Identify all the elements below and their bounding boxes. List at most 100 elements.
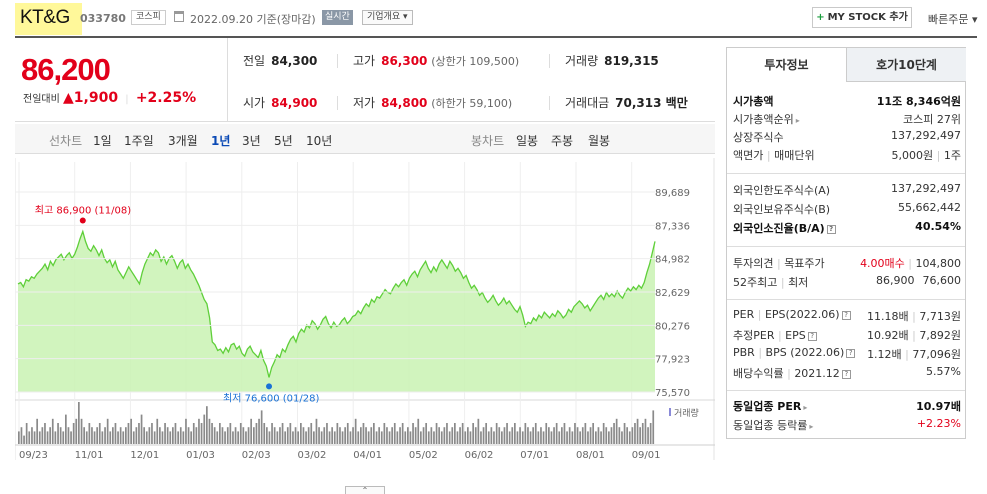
volume-bar xyxy=(602,423,605,444)
volume-bar xyxy=(166,427,169,444)
volume-bar xyxy=(174,423,177,444)
dividend-value: 5.57% xyxy=(926,365,961,378)
price-line xyxy=(17,229,656,378)
y-axis-ticks: 89,689 87,336 84,982 82,629 80,276 77,923 75,5… xyxy=(15,188,690,399)
divider xyxy=(549,96,550,110)
volume-bar xyxy=(357,431,360,444)
volume-bar xyxy=(373,423,375,444)
volume-bar xyxy=(534,423,537,444)
period-1y[interactable]: 1년 xyxy=(211,134,231,148)
target-value: 104,800 xyxy=(915,257,962,270)
volume-bar xyxy=(354,418,357,444)
quick-order-button[interactable]: 빠른주문 ▾ xyxy=(928,11,978,27)
volume-bar xyxy=(634,423,636,444)
period-3m[interactable]: 3개월 xyxy=(168,134,198,148)
prev-close-label: 전일 xyxy=(243,54,266,68)
bps-value: 77,096원 xyxy=(912,348,961,361)
realtime-button[interactable]: 실시간 xyxy=(322,10,353,25)
volume-bar xyxy=(190,431,193,444)
add-mystock-button[interactable]: + MY STOCK 추가 xyxy=(812,7,912,28)
volume-bar xyxy=(96,427,99,444)
divider xyxy=(727,299,965,300)
volume-bar xyxy=(122,431,125,444)
volume-bar xyxy=(253,427,255,444)
change-amount: 1,900 xyxy=(73,90,119,106)
volume-bar xyxy=(474,427,477,444)
market-badge: 코스피 xyxy=(131,10,166,25)
face-value-label: 액면가 xyxy=(733,149,764,162)
volume-bar xyxy=(644,418,647,444)
y-tick-label: 77,923 xyxy=(655,355,690,366)
volume-bar xyxy=(323,427,326,444)
cap-rank-label: 시가총액순위 xyxy=(733,113,794,126)
volume-bar xyxy=(592,423,595,444)
period-1d[interactable]: 1일 xyxy=(93,134,112,148)
volume-bar xyxy=(561,427,563,444)
opinion-value-group: 4.00매수 | 104,800 xyxy=(860,257,962,270)
est-per-label: 추정PER xyxy=(733,329,775,342)
divider xyxy=(727,173,965,174)
sector-change-link[interactable]: 동일업종 등락률 ▸ xyxy=(733,417,813,433)
sector-change-number: +2.23% xyxy=(916,417,961,430)
company-overview-button[interactable]: 기업개요 ▾ xyxy=(362,10,413,25)
volume-bar xyxy=(224,431,226,444)
cap-rank-link[interactable]: 시가총액순위 ▸ xyxy=(733,111,800,127)
sector-per-link[interactable]: 동일업종 PER ▸ xyxy=(733,398,807,414)
change-percent: +2.25% xyxy=(135,90,197,106)
volume-bar xyxy=(67,427,70,444)
volume-bar xyxy=(597,427,600,444)
foreign-limit-row: 외국인한도주식수(A) 137,292,497 xyxy=(733,182,961,199)
tab-orderbook[interactable]: 호가10단계 xyxy=(846,48,966,82)
help-icon[interactable]: ? xyxy=(826,225,836,234)
opinion-value: 4.00매수 xyxy=(860,257,905,270)
target-label: 목표주가 xyxy=(784,257,825,270)
low-marker-dot xyxy=(266,383,273,390)
foreign-ratio-value: 40.54% xyxy=(915,220,961,233)
collapse-handle[interactable]: ⌃ xyxy=(345,486,385,494)
shares-value: 137,292,497 xyxy=(891,129,961,142)
volume-bar xyxy=(399,427,401,444)
pbr-label: PBR xyxy=(733,346,755,359)
volume-bar xyxy=(574,423,576,444)
y-tick-label: 89,689 xyxy=(655,188,690,199)
volume-bar xyxy=(109,431,112,444)
price-chart[interactable]: 89,689 87,336 84,982 82,629 80,276 77,923 75,5… xyxy=(15,156,715,462)
volume-bar xyxy=(313,431,315,444)
candle-weekly[interactable]: 주봉 xyxy=(551,134,574,148)
volume-bar xyxy=(80,418,83,444)
volume-bar xyxy=(125,427,127,444)
chevron-right-icon: ▸ xyxy=(803,403,808,412)
help-icon[interactable]: ? xyxy=(841,370,851,379)
volume-bar xyxy=(18,431,20,444)
trade-unit-label: 매매단위 xyxy=(774,149,815,162)
period-3y[interactable]: 3년 xyxy=(242,134,261,148)
period-1w[interactable]: 1주일 xyxy=(124,134,154,148)
period-10y[interactable]: 10년 xyxy=(306,134,333,148)
volume-bar xyxy=(284,431,287,444)
volume-bar xyxy=(401,423,404,444)
candle-monthly[interactable]: 월봉 xyxy=(588,134,611,148)
volume-bar xyxy=(106,418,109,444)
header-divider xyxy=(15,36,977,38)
company-overview-label: 기업개요 xyxy=(367,12,401,22)
volume-bar xyxy=(294,427,297,444)
help-icon[interactable]: ? xyxy=(807,332,817,341)
per-value: 11.18배 xyxy=(867,310,909,323)
tab-invest-info[interactable]: 투자정보 xyxy=(727,48,846,82)
candle-daily[interactable]: 일봉 xyxy=(516,134,539,148)
stock-title: KT&G xyxy=(20,7,70,28)
volume-bar xyxy=(271,423,273,444)
help-icon[interactable]: ? xyxy=(841,311,851,320)
volume-bar xyxy=(414,427,417,444)
volume-bar xyxy=(427,431,430,444)
volume-bar xyxy=(286,427,289,444)
volume-bar xyxy=(260,410,263,444)
volume-bar xyxy=(589,427,592,444)
volume-bar xyxy=(333,431,336,444)
y-tick-label: 87,336 xyxy=(655,221,690,232)
period-5y[interactable]: 5년 xyxy=(274,134,293,148)
volume-bar xyxy=(70,431,72,444)
volume-bar xyxy=(112,427,114,444)
low-value: 84,800 xyxy=(381,96,428,110)
help-icon[interactable]: ? xyxy=(846,349,856,358)
